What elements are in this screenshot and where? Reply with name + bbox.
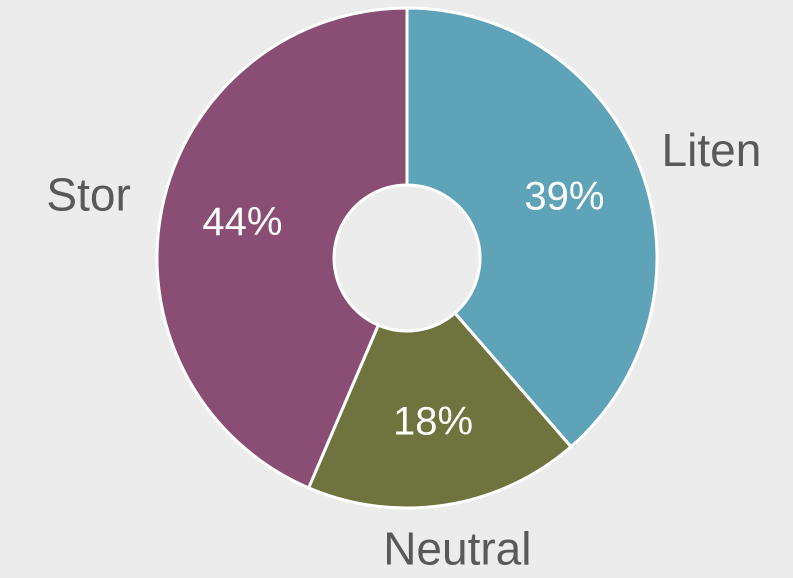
category-label: Stor bbox=[46, 168, 130, 220]
category-label: Neutral bbox=[383, 523, 531, 575]
donut-slice bbox=[155, 6, 409, 490]
value-label: 18% bbox=[393, 400, 473, 444]
category-label: Liten bbox=[662, 124, 762, 176]
donut-slice bbox=[306, 310, 574, 510]
value-label: 44% bbox=[202, 200, 282, 244]
donut-slice bbox=[405, 6, 659, 449]
value-label: 39% bbox=[524, 175, 604, 219]
